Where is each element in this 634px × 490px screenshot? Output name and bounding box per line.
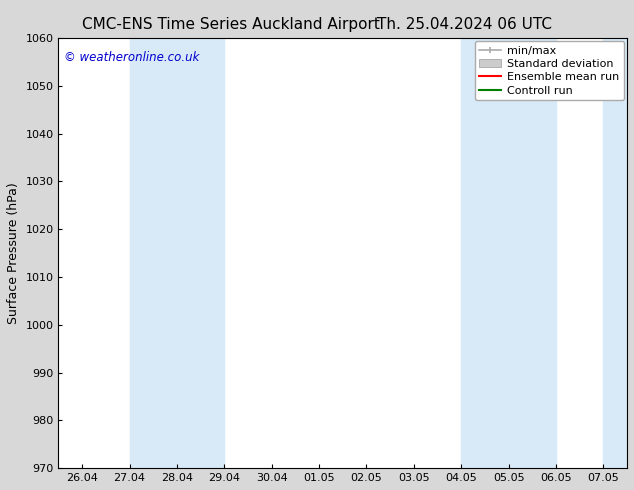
Y-axis label: Surface Pressure (hPa): Surface Pressure (hPa) (7, 182, 20, 324)
Text: Th. 25.04.2024 06 UTC: Th. 25.04.2024 06 UTC (377, 17, 552, 32)
Text: © weatheronline.co.uk: © weatheronline.co.uk (64, 51, 200, 64)
Bar (129, 38, 224, 468)
Bar (604, 38, 627, 468)
Legend: min/max, Standard deviation, Ensemble mean run, Controll run: min/max, Standard deviation, Ensemble me… (475, 41, 624, 100)
Bar (461, 38, 556, 468)
Text: CMC-ENS Time Series Auckland Airport: CMC-ENS Time Series Auckland Airport (82, 17, 380, 32)
